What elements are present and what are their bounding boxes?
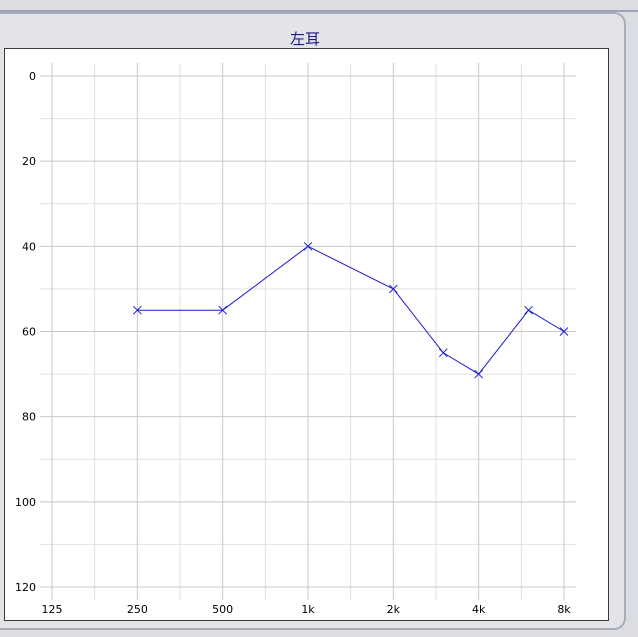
y-tick-label: 120 bbox=[15, 581, 36, 594]
data-point-x-marker bbox=[303, 241, 313, 251]
x-tick-label: 500 bbox=[212, 603, 233, 616]
y-tick-label: 40 bbox=[22, 240, 36, 253]
y-tick-label: 0 bbox=[29, 70, 36, 83]
data-point-x-marker bbox=[132, 305, 142, 315]
x-tick-label: 4k bbox=[472, 603, 486, 616]
window-top-border bbox=[0, 10, 638, 12]
x-tick-label: 250 bbox=[127, 603, 148, 616]
y-tick-label: 20 bbox=[22, 155, 36, 168]
x-tick-label: 125 bbox=[42, 603, 63, 616]
data-point-x-marker bbox=[559, 327, 569, 336]
data-point-x-marker bbox=[388, 284, 398, 294]
chart-frame bbox=[4, 48, 609, 621]
data-point-x-marker bbox=[218, 305, 228, 315]
y-tick-label: 60 bbox=[22, 326, 36, 339]
data-point-x-marker bbox=[524, 305, 533, 315]
x-tick-label: 8k bbox=[557, 603, 571, 616]
x-tick-label: 1k bbox=[301, 603, 315, 616]
data-point-x-marker bbox=[474, 369, 484, 379]
data-point-x-marker bbox=[438, 348, 448, 358]
y-tick-label: 100 bbox=[15, 496, 36, 509]
y-tick-label: 80 bbox=[22, 411, 36, 424]
panel-title: 左耳 bbox=[289, 30, 320, 48]
series-line bbox=[137, 245, 565, 375]
x-tick-label: 2k bbox=[387, 603, 401, 616]
